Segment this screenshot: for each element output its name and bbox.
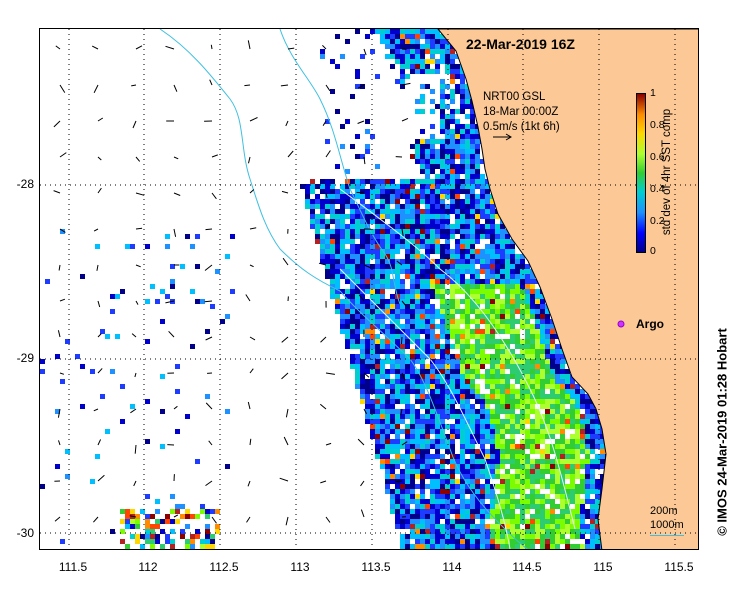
map-title: 22-Mar-2019 16Z [466,36,575,52]
contour-scale-1000m: 1000m [650,519,684,531]
land-mass [437,29,698,549]
current-vectors [53,40,411,526]
lon-label-111-5: 111.5 [58,560,88,574]
colorbar-tick-0-8: 0.8 [650,119,665,131]
map-frame[interactable] [39,28,699,550]
lon-label-112-5: 112.5 [209,560,239,574]
colorbar-tick-0-2: 0.2 [650,215,665,227]
argo-label: Argo [636,317,664,331]
colorbar-tick-0-4: 0.4 [650,183,665,195]
contour-scale-line [650,535,684,536]
lon-label-113: 113 [290,560,310,574]
sst-map [40,29,698,549]
colorbar-tick-0: 0 [650,245,656,257]
lat-label-28: -28 [16,177,34,191]
contour-1000m [279,29,401,305]
lon-label-115: 115 [593,560,613,574]
legend-arrow-icon [493,133,512,141]
lon-label-114: 114 [442,560,462,574]
grid-lines [40,29,698,549]
lon-label-115-5: 115.5 [664,560,694,574]
legend-line-1: NRT00 GSL [483,91,546,103]
sst-pixels [40,29,610,549]
contour-scale-200m: 200m [650,505,678,517]
contour-shelf-mid [339,268,511,549]
legend-line-3: 0.5m/s (1kt 6h) [483,121,560,133]
lon-label-112: 112 [138,560,158,574]
colorbar-tick-1: 1 [650,87,656,99]
colorbar-tick-0-6: 0.6 [650,151,665,163]
contour-shelf-inner [339,188,576,530]
contour-200m [159,29,529,549]
copyright-notice: © IMOS 24-Mar-2019 01:28 Hobart [714,328,730,536]
legend-line-2: 18-Mar 00:00Z [483,106,559,118]
lon-label-114-5: 114.5 [512,560,542,574]
lat-label-30: -30 [16,526,34,540]
colorbar-title: std dev of 4hr SST comp [661,108,673,236]
colorbar [636,93,646,253]
lat-label-29: -29 [16,351,34,365]
argo-marker-icon[interactable] [617,320,625,328]
lon-label-113-5: 113.5 [361,560,391,574]
vector-legend: NRT00 GSL 18-Mar 00:00Z 0.5m/s (1kt 6h) [483,90,560,135]
